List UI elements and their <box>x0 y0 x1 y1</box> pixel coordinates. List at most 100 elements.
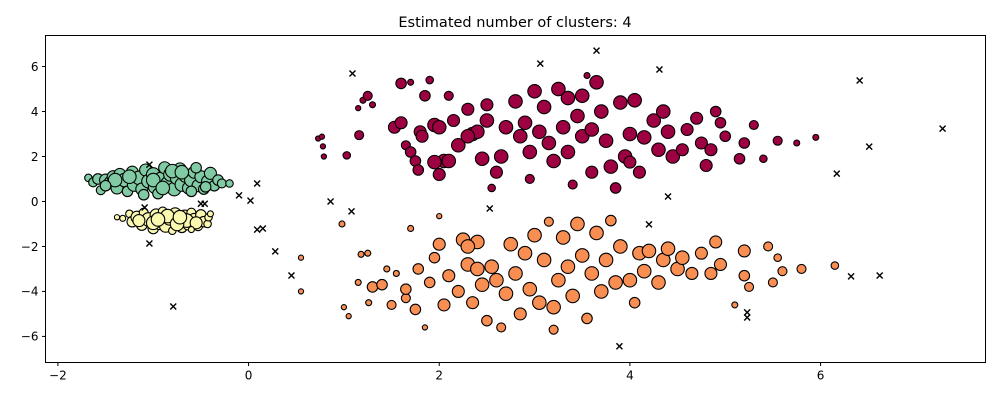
cluster-0-point <box>407 78 415 86</box>
cluster-1-point <box>392 269 400 277</box>
cluster-0-point <box>368 101 377 109</box>
cluster-1-point <box>555 230 571 245</box>
x-tick-label: 4 <box>626 369 634 383</box>
noise-point <box>743 308 751 316</box>
cluster-1-point <box>436 212 443 220</box>
noise-point <box>486 204 494 212</box>
cluster-1-point <box>470 261 485 277</box>
noise-point <box>645 220 653 228</box>
noise-point <box>833 170 841 178</box>
cluster-2-point <box>189 216 203 230</box>
cluster-1-point <box>651 275 666 290</box>
y-tick-label: −4 <box>21 285 39 299</box>
cluster-1-point <box>767 277 778 288</box>
cluster-0-point <box>598 133 614 149</box>
x-tick-label: −2 <box>49 369 67 383</box>
cluster-0-point <box>536 99 552 115</box>
cluster-1-point <box>830 261 840 270</box>
noise-point <box>536 60 544 68</box>
noise-point <box>327 197 335 205</box>
cluster-0-point <box>419 89 431 102</box>
cluster-1-point <box>432 237 446 251</box>
cluster-0-point <box>714 116 727 129</box>
x-tick-label: 6 <box>817 369 825 383</box>
cluster-1-point <box>560 259 576 274</box>
cluster-1-point <box>622 272 638 288</box>
y-tick-label: 2 <box>31 150 39 164</box>
cluster-0-point <box>583 71 591 80</box>
cluster-1-point <box>598 252 614 268</box>
cluster-1-point <box>297 254 305 261</box>
cluster-0-point <box>570 108 585 124</box>
cluster-3-point <box>225 179 234 188</box>
cluster-2-point <box>187 226 195 234</box>
noise-point <box>169 303 177 310</box>
noise-point <box>664 193 672 201</box>
cluster-0-point <box>460 128 476 144</box>
cluster-1-point <box>589 225 604 241</box>
cluster-0-point <box>594 104 609 119</box>
cluster-1-point <box>565 288 581 304</box>
cluster-3-point <box>174 164 190 180</box>
cluster-0-point <box>651 142 666 158</box>
cluster-1-point <box>738 269 751 282</box>
cluster-3-point <box>145 172 161 188</box>
cluster-2-point <box>172 209 188 225</box>
cluster-0-point <box>603 159 619 174</box>
cluster-1-point <box>704 266 718 280</box>
cluster-0-point <box>394 116 408 130</box>
cluster-3-point <box>122 169 137 185</box>
cluster-0-point <box>425 75 434 85</box>
cluster-1-point <box>543 216 554 227</box>
cluster-1-point <box>366 281 379 293</box>
cluster-0-point <box>489 165 503 179</box>
cluster-1-point <box>345 313 352 320</box>
cluster-0-point <box>567 179 578 190</box>
cluster-1-point <box>357 250 365 258</box>
noise-point <box>856 76 864 84</box>
cluster-2-point <box>119 214 127 222</box>
noise-point <box>655 65 663 73</box>
cluster-1-point <box>423 276 436 289</box>
cluster-0-point <box>589 74 604 90</box>
noise-point <box>939 125 947 133</box>
cluster-0-point <box>412 164 425 176</box>
cluster-1-point <box>675 250 690 265</box>
cluster-0-point <box>690 111 704 125</box>
cluster-0-point <box>546 153 561 169</box>
cluster-0-point <box>532 124 547 140</box>
cluster-0-point <box>362 90 373 101</box>
cluster-0-point <box>493 149 509 164</box>
cluster-0-point <box>759 154 768 164</box>
cluster-0-point <box>342 151 352 160</box>
noise-point <box>145 240 153 248</box>
cluster-2-point <box>206 210 214 218</box>
cluster-3-point <box>199 181 212 193</box>
cluster-1-point <box>489 272 504 288</box>
cluster-0-point <box>560 90 576 106</box>
cluster-0-point <box>555 119 571 135</box>
noise-point <box>259 224 267 232</box>
cluster-1-point <box>608 275 623 290</box>
cluster-0-point <box>793 139 801 147</box>
cluster-0-point <box>704 143 718 157</box>
cluster-0-point <box>772 135 783 146</box>
noise-point <box>253 226 261 234</box>
cluster-1-point <box>660 241 676 257</box>
cluster-1-point <box>412 263 425 275</box>
cluster-0-point <box>636 130 652 145</box>
cluster-1-point <box>297 288 305 295</box>
cluster-2-point <box>150 212 166 227</box>
cluster-1-point <box>737 244 751 258</box>
cluster-0-point <box>609 182 622 194</box>
cluster-0-point <box>479 113 495 128</box>
cluster-0-point <box>450 137 466 153</box>
cluster-1-point <box>613 239 628 254</box>
cluster-0-point <box>395 77 407 90</box>
noise-point <box>865 143 873 151</box>
cluster-1-point <box>460 239 476 254</box>
cluster-1-point <box>551 272 566 288</box>
cluster-0-point <box>461 102 475 116</box>
cluster-1-point <box>536 252 552 268</box>
cluster-0-point <box>431 119 447 135</box>
